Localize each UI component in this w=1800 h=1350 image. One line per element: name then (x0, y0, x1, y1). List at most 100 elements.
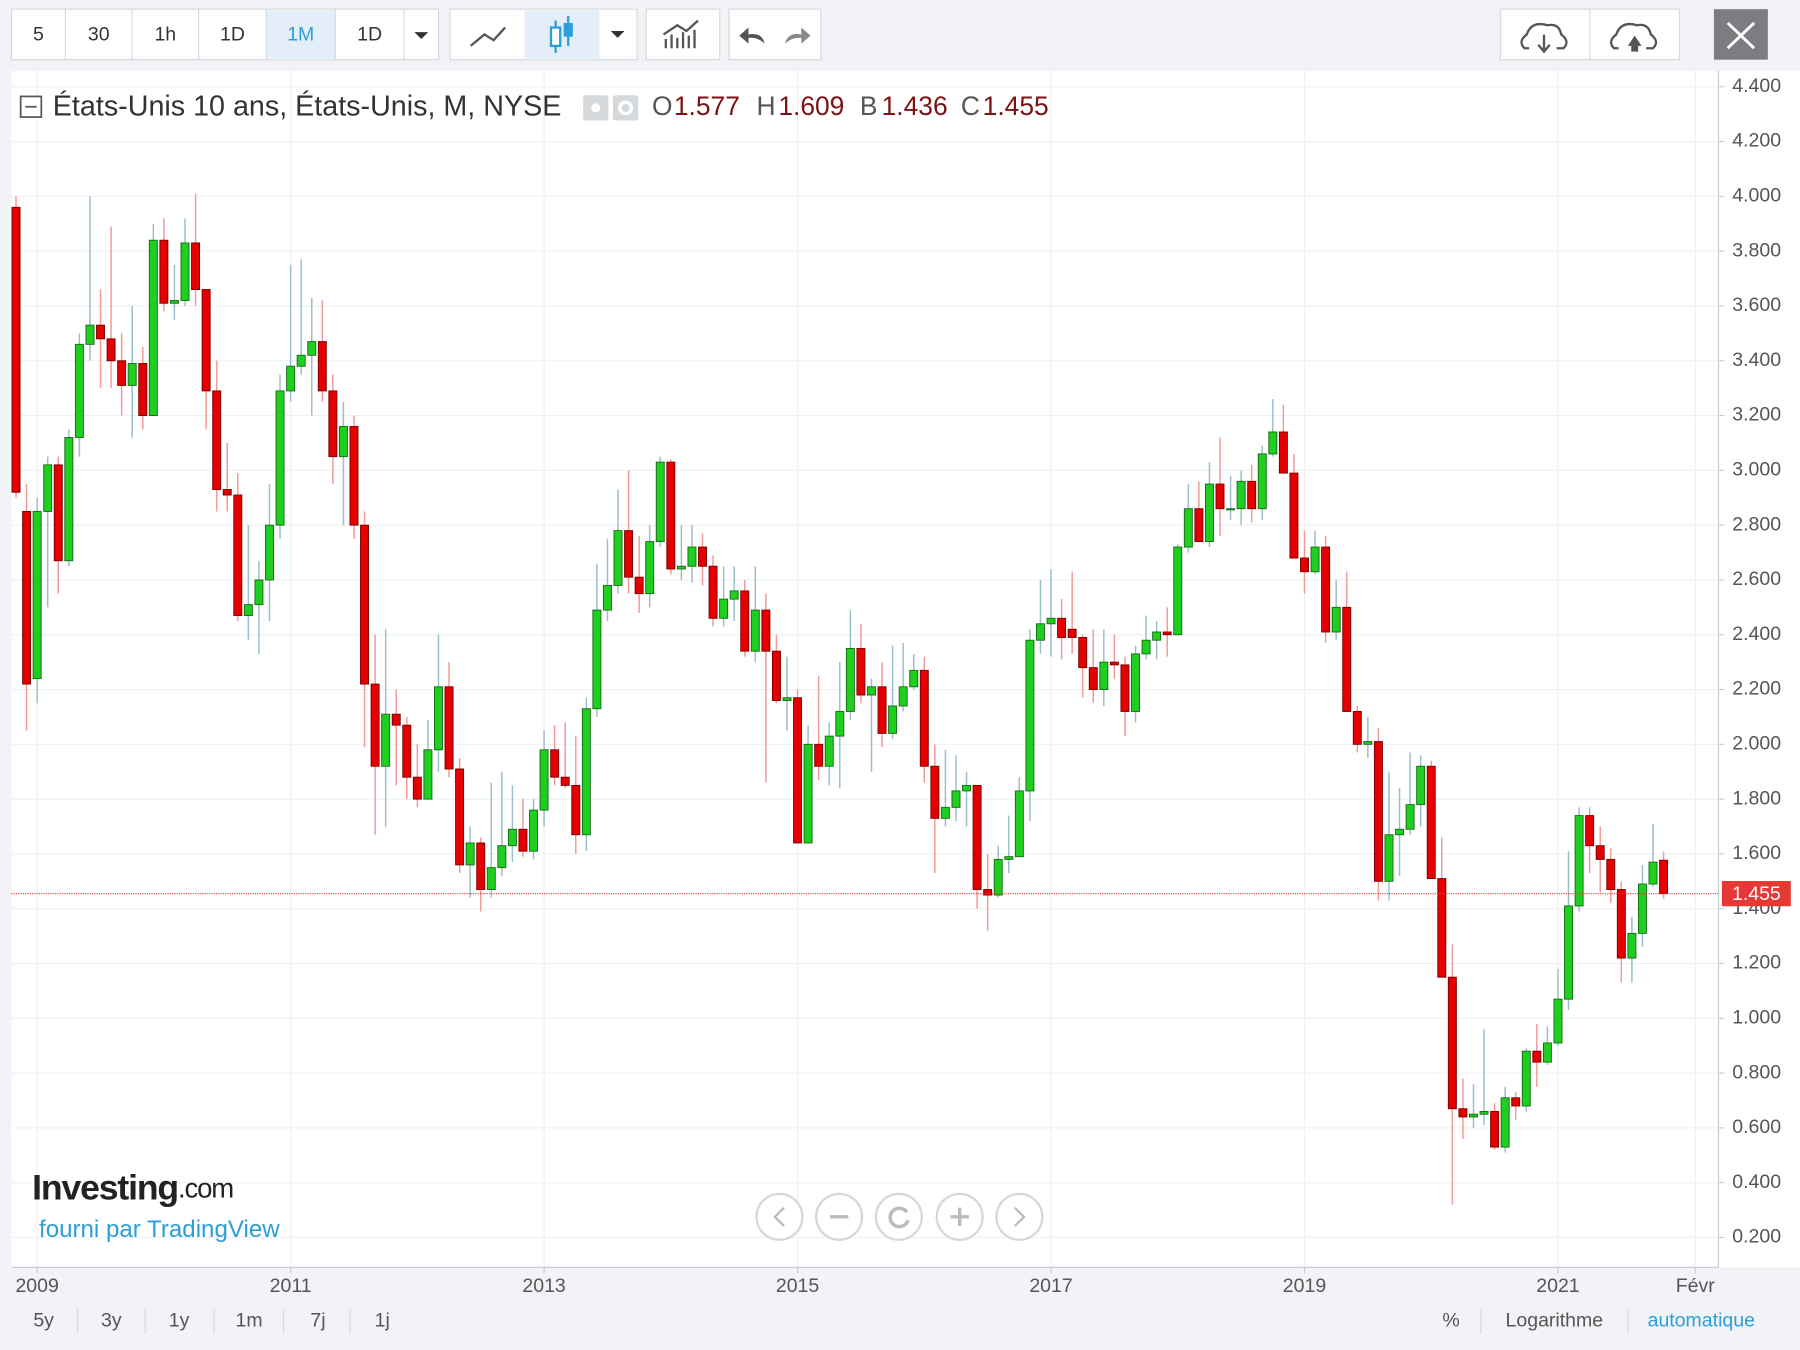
candle-body (307, 341, 317, 356)
navigation (755, 1192, 1044, 1241)
candle-body (476, 842, 486, 890)
scale-option[interactable]: Logarithme (1506, 1309, 1604, 1331)
candle-body (1321, 546, 1331, 633)
candle-body (1131, 653, 1140, 712)
candle-body (233, 494, 243, 617)
candle-icon[interactable] (549, 16, 573, 53)
candle-body (117, 360, 127, 386)
candle-body (750, 609, 760, 652)
style-dropdown[interactable] (610, 30, 625, 38)
candle-body (1352, 710, 1362, 745)
ohlc-value: 1.577 (674, 91, 740, 121)
range-button[interactable]: 1j (375, 1309, 390, 1331)
candle-body (1426, 765, 1436, 880)
y-tick-label: 0.200 (1732, 1226, 1781, 1248)
candle-body (1574, 815, 1584, 907)
interval-button[interactable]: 30 (88, 24, 110, 46)
logo-main: Investing (32, 1168, 178, 1208)
candle-body (1310, 546, 1320, 573)
candle-body (349, 426, 359, 526)
candle-body (1479, 1110, 1489, 1115)
candle-body (32, 510, 42, 680)
interval-button[interactable]: 5 (33, 24, 44, 46)
y-tick-label: 1.800 (1732, 787, 1781, 809)
interval-button[interactable]: 1D (220, 24, 245, 46)
candle-body (402, 724, 412, 778)
candle-body (1458, 1108, 1468, 1118)
candle-body (265, 524, 274, 581)
candle-body (455, 768, 465, 866)
interval-button[interactable]: 1h (154, 24, 176, 46)
candle-body (191, 242, 201, 290)
candle-body (613, 530, 623, 586)
candle-body (423, 749, 433, 800)
candle-body (486, 867, 496, 890)
upload-icon[interactable] (1609, 22, 1658, 50)
candle-body (412, 776, 422, 800)
settings-icon[interactable] (613, 95, 639, 121)
candle-body (708, 565, 718, 619)
candle-body (127, 363, 137, 386)
gear (618, 100, 634, 116)
candle-body (1014, 790, 1024, 858)
undo-icon[interactable] (739, 27, 765, 44)
interval-button[interactable]: 1M (287, 24, 314, 46)
scroll-right[interactable] (995, 1192, 1044, 1241)
y-tick-label: 2.400 (1732, 623, 1781, 645)
x-tick-label: 2011 (270, 1275, 312, 1297)
candle-body (972, 784, 982, 890)
candle-body (1300, 557, 1309, 573)
candle-body (877, 686, 887, 734)
candle-body (64, 437, 74, 562)
candle-body (1469, 1113, 1478, 1118)
scale-option[interactable]: % (1442, 1309, 1459, 1331)
interval-button[interactable]: 1D (357, 24, 382, 46)
scale-option[interactable]: automatique (1648, 1309, 1755, 1331)
redo-icon[interactable] (785, 27, 811, 44)
candle-body (1162, 631, 1172, 636)
price-label: 1.455 (1732, 883, 1781, 905)
reset[interactable] (874, 1192, 923, 1241)
candle-body (1490, 1110, 1500, 1148)
candle-body (592, 609, 602, 710)
candle-body (666, 461, 676, 570)
candle-body (1659, 859, 1669, 895)
range-button[interactable]: 5y (33, 1309, 54, 1331)
candle-body (1363, 741, 1373, 745)
candle-body (444, 686, 454, 770)
x-tick-label: Févr (1676, 1275, 1716, 1297)
toolbar: 5 30 1h 1D 1M 1D (10, 8, 1768, 61)
range-button[interactable]: 1m (236, 1309, 263, 1331)
plus (950, 1207, 969, 1227)
candle-body (328, 390, 338, 458)
candle-body (581, 708, 591, 836)
candle-body (518, 828, 528, 852)
range-button[interactable]: 1y (169, 1309, 190, 1331)
candle-body (1553, 998, 1563, 1044)
candle-style-active (524, 10, 600, 59)
candle-body (1057, 617, 1067, 638)
line-icon[interactable] (469, 26, 506, 47)
candle-body (286, 365, 296, 392)
candle-body (243, 604, 253, 617)
candle-body (138, 363, 148, 417)
provider[interactable]: fourni par TradingView (39, 1216, 280, 1243)
range-button[interactable]: 7j (310, 1309, 325, 1331)
candle-body (571, 784, 581, 836)
scroll-left[interactable] (755, 1192, 804, 1241)
range-button[interactable]: 3y (101, 1309, 122, 1331)
interval-dropdown[interactable] (414, 32, 429, 40)
chevron (773, 1206, 785, 1227)
candle-body (1342, 606, 1352, 712)
x-tick-label: 2015 (776, 1275, 820, 1297)
candle-body (317, 341, 327, 392)
ohlc-value: 1.436 (882, 91, 948, 121)
candle-body (740, 590, 750, 652)
candle-body (645, 541, 655, 595)
y-tick-label: 4.000 (1732, 185, 1781, 207)
candle-body (1395, 828, 1405, 836)
y-tick-label: 3.800 (1732, 239, 1781, 261)
download-icon[interactable] (1520, 22, 1568, 50)
candle-body (497, 845, 507, 869)
